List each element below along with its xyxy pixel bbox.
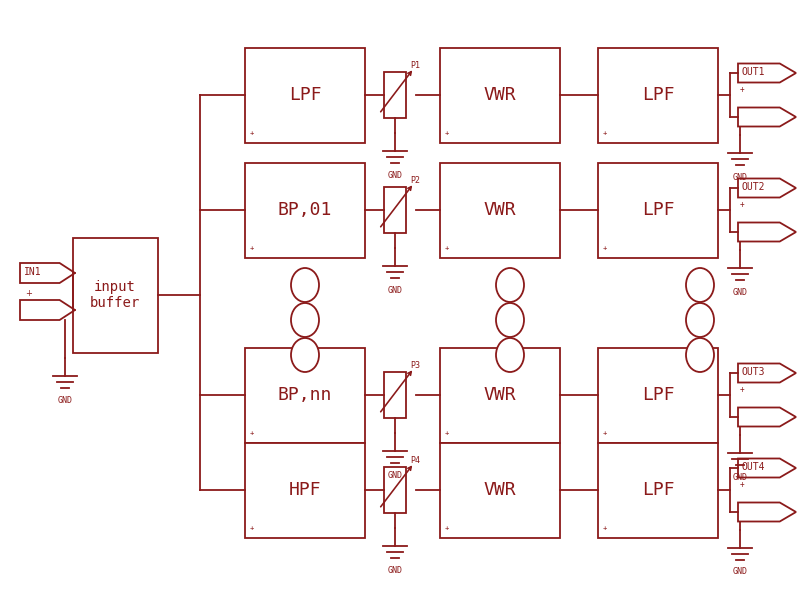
Text: +: +	[445, 524, 449, 530]
Text: +: +	[740, 200, 745, 208]
Text: P3: P3	[410, 361, 420, 370]
Ellipse shape	[291, 268, 319, 302]
Polygon shape	[738, 222, 796, 241]
Text: OUT2: OUT2	[742, 182, 766, 192]
Bar	[598, 442, 718, 538]
Bar	[440, 47, 560, 142]
Text: LPF: LPF	[289, 86, 321, 104]
Text: GND: GND	[387, 171, 403, 180]
Text: +: +	[740, 384, 745, 394]
Bar	[384, 187, 406, 233]
Text: input
buffer: input buffer	[90, 280, 140, 310]
Bar	[245, 442, 365, 538]
Text: GND: GND	[733, 567, 747, 577]
Ellipse shape	[291, 303, 319, 337]
Polygon shape	[738, 458, 796, 477]
Ellipse shape	[291, 338, 319, 372]
Text: +: +	[603, 245, 607, 251]
Polygon shape	[738, 503, 796, 522]
Text: +: +	[445, 245, 449, 251]
Ellipse shape	[496, 303, 524, 337]
Text: +: +	[445, 129, 449, 136]
Text: HPF: HPF	[289, 481, 321, 499]
Ellipse shape	[686, 338, 714, 372]
Bar	[440, 442, 560, 538]
Ellipse shape	[496, 268, 524, 302]
Bar	[384, 372, 406, 418]
Text: OUT4: OUT4	[742, 462, 766, 472]
Polygon shape	[738, 408, 796, 426]
Bar	[440, 163, 560, 257]
Polygon shape	[20, 263, 75, 283]
Polygon shape	[20, 300, 75, 320]
Text: LPF: LPF	[642, 386, 675, 404]
Text: +: +	[603, 129, 607, 136]
Text: VWR: VWR	[483, 481, 516, 499]
Text: +: +	[25, 289, 31, 298]
Bar	[598, 163, 718, 257]
Bar	[384, 72, 406, 118]
Bar	[384, 467, 406, 513]
Text: VWR: VWR	[483, 386, 516, 404]
Text: P1: P1	[410, 61, 420, 70]
Text: +: +	[603, 429, 607, 436]
Text: OUT1: OUT1	[742, 67, 766, 77]
Bar	[440, 347, 560, 442]
Text: GND: GND	[733, 172, 747, 182]
Text: LPF: LPF	[642, 481, 675, 499]
Text: IN1: IN1	[24, 267, 42, 277]
Text: +: +	[250, 245, 254, 251]
Polygon shape	[738, 63, 796, 83]
Text: GND: GND	[387, 286, 403, 295]
Text: OUT3: OUT3	[742, 367, 766, 377]
Polygon shape	[738, 363, 796, 383]
Text: BP,01: BP,01	[278, 201, 332, 219]
Text: +: +	[740, 479, 745, 488]
Bar	[245, 163, 365, 257]
Text: GND: GND	[733, 288, 747, 296]
Text: VWR: VWR	[483, 201, 516, 219]
Text: P2: P2	[410, 176, 420, 185]
Polygon shape	[738, 179, 796, 198]
Ellipse shape	[686, 303, 714, 337]
Text: VWR: VWR	[483, 86, 516, 104]
Text: P4: P4	[410, 456, 420, 465]
Text: LPF: LPF	[642, 201, 675, 219]
Text: GND: GND	[57, 395, 73, 405]
Bar	[598, 47, 718, 142]
Text: +: +	[445, 429, 449, 436]
Text: GND: GND	[387, 471, 403, 480]
Ellipse shape	[686, 268, 714, 302]
Text: GND: GND	[387, 566, 403, 575]
Text: BP,nn: BP,nn	[278, 386, 332, 404]
Text: +: +	[603, 524, 607, 530]
Polygon shape	[738, 108, 796, 126]
Bar	[245, 347, 365, 442]
Text: +: +	[250, 129, 254, 136]
Text: +: +	[740, 84, 745, 94]
Text: LPF: LPF	[642, 86, 675, 104]
Text: GND: GND	[733, 472, 747, 482]
Bar	[598, 347, 718, 442]
Bar	[245, 47, 365, 142]
Text: +: +	[250, 524, 254, 530]
Bar	[73, 238, 157, 352]
Ellipse shape	[496, 338, 524, 372]
Text: +: +	[250, 429, 254, 436]
